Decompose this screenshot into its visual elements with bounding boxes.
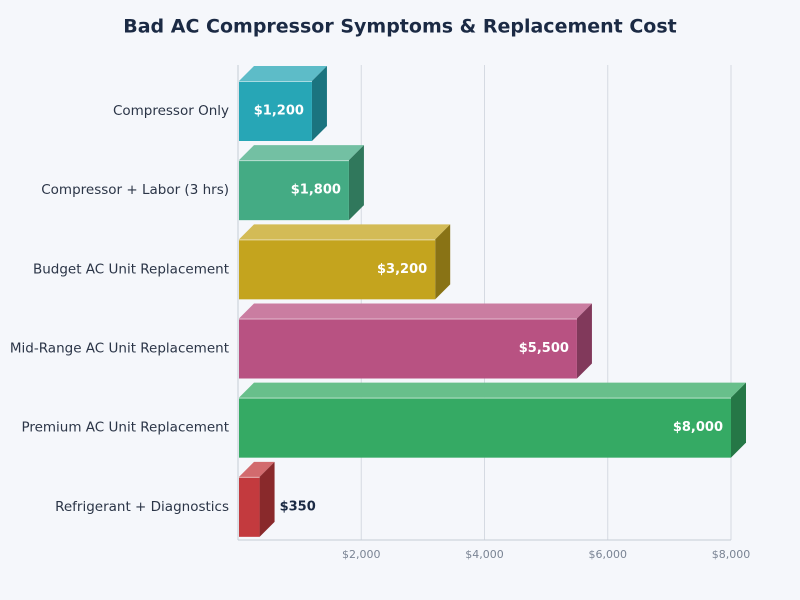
bar-side	[311, 66, 327, 141]
bar-side	[576, 303, 592, 379]
bar-side	[731, 382, 746, 458]
y-tick-label: Budget AC Unit Replacement	[33, 261, 229, 277]
y-tick-label: Premium AC Unit Replacement	[21, 420, 229, 436]
value-label: $350	[280, 499, 316, 514]
bar-top	[239, 382, 746, 398]
x-tick-label: $6,000	[589, 548, 628, 561]
bar-side	[348, 145, 364, 221]
bar	[239, 81, 312, 141]
chart-title: Bad AC Compressor Symptoms & Replacement…	[123, 16, 677, 38]
y-tick-label: Compressor Only	[113, 103, 229, 119]
bar-top	[239, 303, 592, 319]
bar	[239, 239, 436, 300]
bar-top	[239, 66, 327, 81]
bar	[239, 397, 731, 458]
x-tick-label: $4,000	[465, 548, 504, 561]
y-tick-label: Refrigerant + Diagnostics	[55, 499, 229, 515]
bar-top	[239, 461, 275, 477]
value-label: $8,000	[673, 420, 723, 435]
value-label: $1,200	[254, 104, 304, 119]
y-tick-label: Compressor + Labor (3 hrs)	[41, 182, 229, 198]
bar-top	[239, 224, 451, 240]
y-tick-label: Mid-Range AC Unit Replacement	[10, 341, 229, 357]
value-label: $3,200	[377, 262, 427, 277]
bar	[239, 160, 349, 221]
value-label: $1,800	[291, 183, 341, 198]
x-tick-label: $2,000	[342, 548, 381, 561]
value-label: $5,500	[519, 341, 569, 356]
bar-side	[435, 224, 451, 300]
bar-side	[259, 461, 275, 537]
bar	[239, 476, 260, 537]
bar-top	[239, 145, 364, 161]
bar	[239, 318, 577, 379]
x-tick-label: $8,000	[712, 548, 751, 561]
